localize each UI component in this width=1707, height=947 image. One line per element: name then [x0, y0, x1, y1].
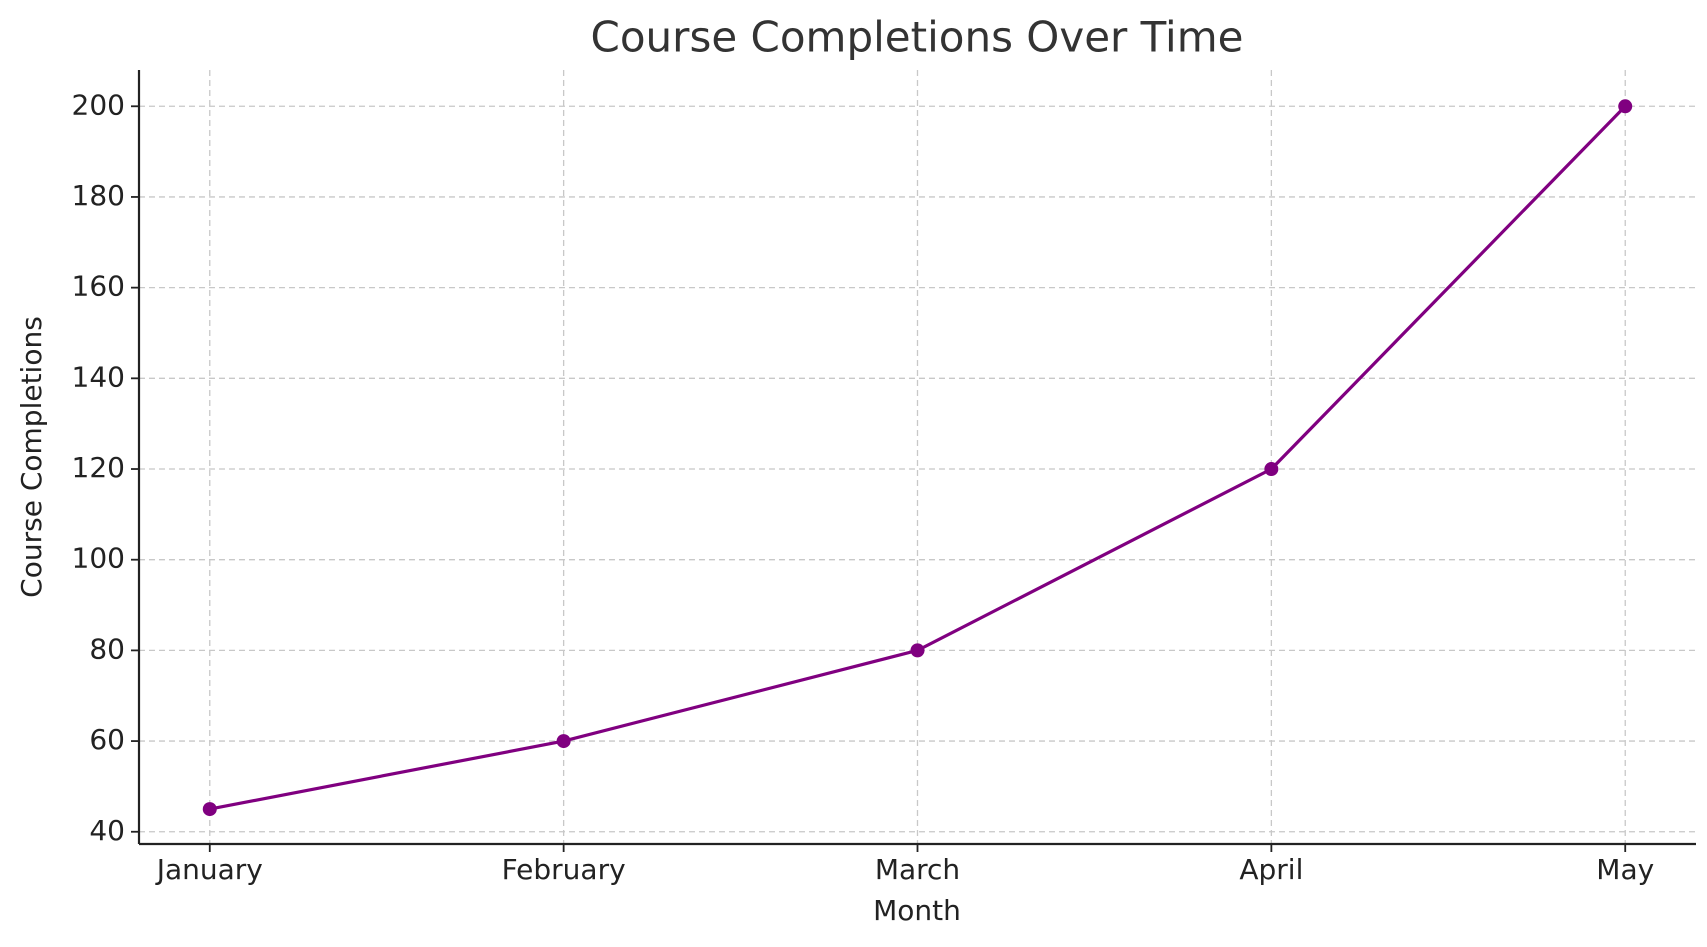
- y-tick-label: 100: [72, 542, 125, 575]
- y-tick-label: 40: [89, 814, 125, 847]
- y-tick-label: 120: [72, 451, 125, 484]
- x-tick-label: March: [875, 853, 960, 886]
- y-tick-label: 140: [72, 360, 125, 393]
- y-tick-label: 180: [72, 179, 125, 212]
- x-tick-label: April: [1239, 853, 1303, 886]
- data-point: [910, 643, 925, 658]
- data-point: [1618, 99, 1633, 114]
- y-axis-label: Course Completions: [15, 316, 48, 598]
- y-tick-label: 160: [72, 270, 125, 303]
- chart-title: Course Completions Over Time: [591, 13, 1244, 62]
- x-tick-label: January: [155, 853, 263, 886]
- data-point: [556, 734, 571, 749]
- x-tick-label: May: [1596, 853, 1654, 886]
- x-tick-label: February: [502, 853, 626, 886]
- y-tick-label: 200: [72, 88, 125, 121]
- data-point: [202, 802, 217, 817]
- y-tick-label: 80: [89, 632, 125, 665]
- y-tick-label: 60: [89, 723, 125, 756]
- data-point: [1264, 462, 1279, 477]
- x-axis-label: Month: [873, 894, 961, 927]
